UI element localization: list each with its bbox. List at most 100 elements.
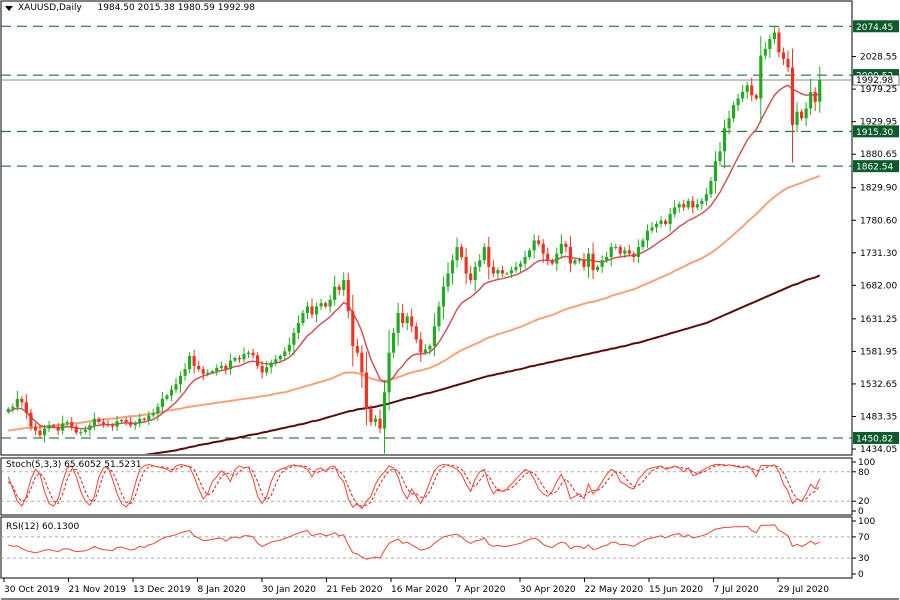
- rsi-tick-label: 70: [858, 533, 870, 543]
- candle-body: [178, 375, 183, 385]
- candle-body: [487, 247, 491, 267]
- candle-body: [61, 423, 65, 431]
- candle-body: [378, 418, 382, 429]
- ma-fast-line: [7, 84, 820, 430]
- stoch-k-line: [7, 463, 821, 510]
- main-pane-frame: [0, 0, 853, 456]
- candle-body: [541, 243, 545, 254]
- ma-slow-line: [144, 274, 821, 454]
- candle-body: [74, 426, 78, 433]
- time-tick-label: 30 Jan 2020: [262, 585, 316, 595]
- candle-body: [582, 260, 586, 267]
- level-tag-label: 1915.30: [856, 128, 893, 138]
- ohlc-values: 1984.50 2015.38 1980.59 1992.98: [97, 3, 255, 13]
- candle-body: [514, 266, 518, 271]
- candle-body: [342, 280, 346, 290]
- time-tick-label: 7 Jul 2020: [714, 585, 759, 595]
- stoch-title: Stoch(5,3,3) 65.6052 51.5231: [6, 460, 142, 470]
- candle-body: [160, 398, 164, 407]
- candle-body: [314, 306, 319, 315]
- candle-body: [818, 80, 822, 102]
- candle-body: [174, 384, 178, 390]
- candle-body: [745, 85, 749, 92]
- price-tick-label: 1581.95: [860, 347, 897, 357]
- candle-body: [183, 369, 187, 376]
- candle-body: [464, 256, 468, 274]
- candle-body: [256, 355, 260, 366]
- candle-body: [664, 220, 668, 224]
- candle-body: [754, 95, 758, 99]
- candle-body: [47, 425, 51, 429]
- candle-body: [156, 406, 160, 414]
- candle-body: [772, 32, 776, 40]
- candle-body: [79, 431, 83, 433]
- candle-body: [20, 398, 24, 403]
- candle-body: [641, 240, 645, 248]
- candle-body: [419, 339, 423, 353]
- time-tick-label: 29 Jul 2020: [778, 585, 829, 595]
- stoch-tick-label: 80: [858, 468, 870, 478]
- level-tag: [853, 431, 899, 444]
- candle-body: [496, 270, 500, 274]
- candle-body: [781, 52, 786, 59]
- candle-body: [24, 402, 28, 413]
- candle-body: [328, 299, 332, 307]
- candle-body: [704, 194, 708, 201]
- candle-body: [251, 352, 255, 356]
- main-series-group: [6, 26, 822, 454]
- candle-body: [727, 118, 731, 129]
- candle-body: [573, 260, 577, 264]
- candle-body: [38, 430, 42, 436]
- candle-body: [228, 360, 232, 370]
- candle-body: [623, 250, 627, 254]
- candle-body: [546, 253, 550, 261]
- time-tick-label: 13 Dec 2019: [133, 585, 191, 595]
- candle-body: [654, 223, 659, 228]
- time-tick-label: 22 May 2020: [585, 585, 644, 595]
- candle-body: [283, 351, 287, 356]
- candle-body: [795, 111, 799, 125]
- candle-body: [804, 108, 808, 119]
- candle-body: [586, 253, 591, 267]
- candle-body: [460, 247, 464, 257]
- candle-body: [242, 353, 246, 360]
- candle-body: [11, 406, 15, 409]
- candle-body: [369, 408, 373, 422]
- candle-body: [722, 128, 727, 152]
- candle-body: [278, 355, 282, 360]
- candle-body: [577, 260, 582, 262]
- candle-body: [768, 39, 772, 50]
- candle-body: [97, 418, 101, 422]
- symbol-label: XAUUSD,Daily: [18, 3, 82, 13]
- candle-body: [600, 260, 604, 267]
- price-tick-label: 1532.65: [860, 380, 897, 390]
- stoch-pane-frame: [0, 457, 853, 516]
- candle-body: [360, 352, 364, 373]
- candle-body: [614, 247, 618, 249]
- candle-body: [650, 227, 654, 231]
- candle-body: [29, 412, 33, 427]
- candle-body: [532, 240, 536, 251]
- candle-body: [387, 352, 391, 393]
- candle-body: [763, 49, 767, 56]
- candle-body: [70, 421, 74, 427]
- rsi-line: [8, 524, 820, 560]
- candle-body: [682, 204, 686, 208]
- candle-body: [233, 357, 237, 361]
- dropdown-arrow-icon[interactable]: [5, 6, 13, 11]
- candle-body: [296, 322, 300, 333]
- candle-body: [645, 230, 650, 241]
- candle-body: [718, 151, 722, 162]
- candle-body: [115, 421, 119, 427]
- price-tick-label: 1682.00: [860, 281, 897, 291]
- time-tick-label: 7 Apr 2020: [456, 585, 506, 595]
- rsi-tick-label: 100: [858, 517, 875, 527]
- candle-body: [337, 286, 341, 290]
- time-tick-label: 30 Oct 2019: [4, 585, 60, 595]
- candle-body: [301, 313, 305, 323]
- candle-body: [469, 273, 473, 281]
- candle-body: [790, 67, 795, 125]
- candle-body: [700, 200, 704, 205]
- candle-body: [133, 423, 137, 426]
